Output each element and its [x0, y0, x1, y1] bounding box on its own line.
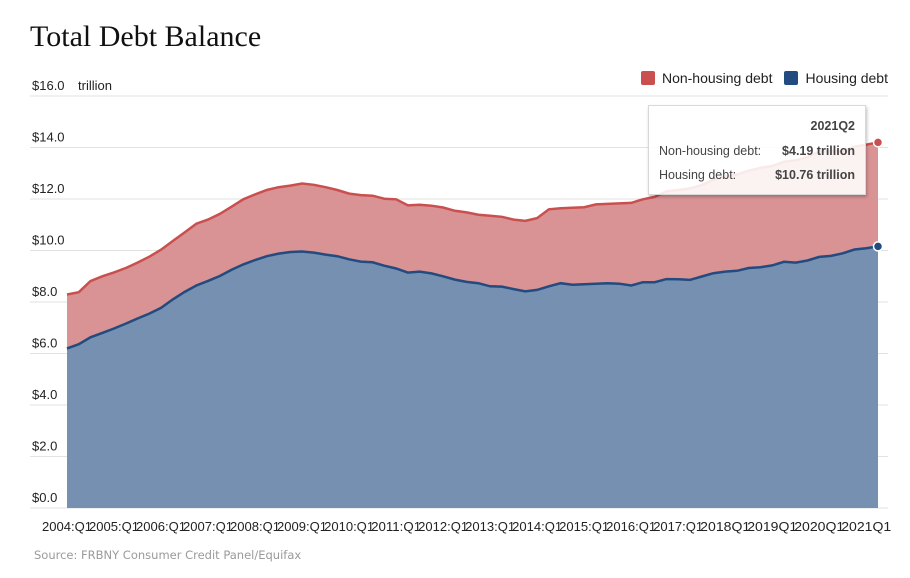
x-tick-label: 2007:Q1	[183, 520, 233, 534]
tooltip-quarter: 2021Q2	[810, 119, 855, 133]
x-tick-label: 2019Q1	[747, 520, 797, 534]
x-tick-label: 2011:Q1	[371, 520, 421, 534]
chart-title: Total Debt Balance	[30, 20, 262, 53]
legend-swatch-housing	[784, 71, 799, 85]
x-tick-label: 2005:Q1	[89, 520, 139, 534]
tooltip-label-non-housing: Non-housing debt:	[659, 144, 762, 158]
y-tick-label: $12.0	[32, 181, 65, 196]
legend-item-non-housing[interactable]: Non-housing debt	[640, 70, 773, 86]
x-tick-label: 2017:Q1	[653, 520, 703, 534]
legend-label-housing: Housing debt	[805, 70, 888, 86]
x-tick-label: 2016:Q1	[606, 520, 656, 534]
x-tick-label: 2010:Q1	[324, 520, 374, 534]
line-housing	[66, 245, 879, 350]
marker-non-housing	[872, 137, 884, 148]
tooltip-row-housing: Housing debt: $10.76 trillion	[659, 168, 855, 182]
tooltip-value-non-housing: $4.19 trillion	[782, 144, 855, 158]
x-tick-label: 2012:Q1	[418, 520, 468, 534]
tooltip-row-non-housing: Non-housing debt: $4.19 trillion	[659, 144, 855, 158]
tooltip-value-housing: $10.76 trillion	[775, 168, 855, 182]
y-tick-label: $14.0	[32, 130, 65, 145]
x-axis-labels: 2004:Q12005:Q12006:Q12007:Q12008:Q12009:…	[42, 520, 891, 534]
tooltip-label-housing: Housing debt:	[659, 168, 737, 182]
y-tick-label: $10.0	[32, 233, 65, 248]
x-tick-label: 2021Q1	[841, 520, 891, 534]
y-tick-label: $8.0	[32, 284, 57, 299]
area-housing	[67, 246, 878, 508]
y-tick-label: $16.0	[32, 78, 65, 93]
legend-item-housing[interactable]: Housing debt	[784, 70, 888, 86]
area-layers	[66, 141, 879, 508]
tooltip: 2021Q2 Non-housing debt: $4.19 trillion …	[648, 105, 866, 195]
marker-housing	[872, 241, 884, 252]
x-tick-label: 2004:Q1	[42, 520, 92, 534]
x-tick-label: 2015:Q1	[559, 520, 609, 534]
legend: Non-housing debt Housing debt	[629, 70, 888, 86]
x-tick-label: 2008:Q1	[230, 520, 280, 534]
x-tick-label: 2006:Q1	[136, 520, 186, 534]
y-tick-label: $4.0	[32, 387, 57, 402]
x-tick-label: 2020Q1	[794, 520, 844, 534]
y-tick-label: $0.0	[32, 490, 57, 505]
y-tick-label: $2.0	[32, 439, 57, 454]
legend-swatch-non-housing	[640, 71, 655, 85]
y-tick-label: $6.0	[32, 336, 57, 351]
y-axis-labels: $0.0 $2.0 $4.0 $6.0 $8.0 $10.0 $12.0 $14.0 $16.0…	[32, 78, 112, 505]
legend-label-non-housing: Non-housing debt	[661, 70, 773, 86]
x-tick-label: 2018Q1	[700, 520, 750, 534]
y-unit-label: trillion	[78, 78, 112, 93]
x-tick-label: 2014:Q1	[512, 520, 562, 534]
source-note: Source: FRBNY Consumer Credit Panel/Equi…	[34, 548, 302, 562]
x-tick-label: 2013:Q1	[465, 520, 515, 534]
highlight-markers	[872, 137, 884, 252]
x-tick-label: 2009:Q1	[277, 520, 327, 534]
